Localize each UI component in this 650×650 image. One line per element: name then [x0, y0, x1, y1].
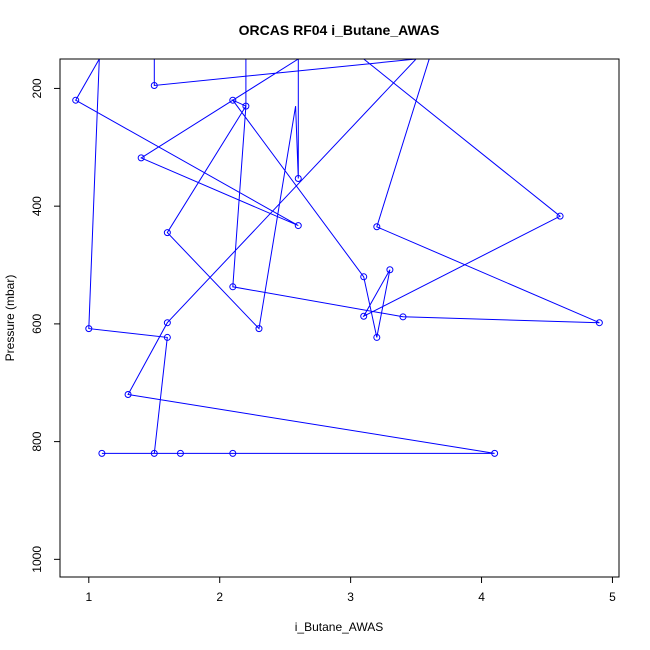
- x-axis-label: i_Butane_AWAS: [295, 620, 384, 634]
- plot-frame: [59, 58, 620, 578]
- data-point: [386, 266, 394, 274]
- data-point: [229, 96, 237, 104]
- x-tick-label: 5: [609, 590, 616, 604]
- data-point: [373, 223, 381, 231]
- data-point: [163, 229, 171, 237]
- data-point: [163, 333, 171, 341]
- chart-title: ORCAS RF04 i_Butane_AWAS: [239, 22, 440, 38]
- series-line: [75, 59, 600, 454]
- y-tick-label: 800: [30, 431, 44, 451]
- data-point: [399, 313, 407, 321]
- data-point: [255, 325, 263, 333]
- data-point: [360, 273, 368, 281]
- data-point: [124, 391, 132, 399]
- y-tick-label: 1000: [30, 546, 44, 573]
- y-tick-label: 400: [30, 196, 44, 216]
- data-point: [150, 449, 158, 457]
- series-line-group: [75, 59, 600, 454]
- series-markers-group: [72, 81, 603, 457]
- data-point: [98, 449, 106, 457]
- axes: 1 2 3 4 5 200 400 600 800 1000: [30, 78, 616, 604]
- data-point: [491, 449, 499, 457]
- x-tick-label: 2: [216, 590, 223, 604]
- plot-area: [72, 59, 603, 457]
- data-point: [595, 319, 603, 327]
- y-axis-label: Pressure (mbar): [3, 275, 17, 362]
- y-tick-label: 200: [30, 78, 44, 98]
- data-point: [556, 212, 564, 220]
- data-point: [294, 174, 302, 182]
- data-point: [163, 319, 171, 327]
- data-point: [176, 449, 184, 457]
- data-point: [85, 325, 93, 333]
- data-point: [373, 333, 381, 341]
- data-point: [294, 222, 302, 230]
- data-point: [242, 102, 250, 110]
- data-point: [72, 96, 80, 104]
- data-point: [137, 154, 145, 162]
- x-tick-label: 3: [347, 590, 354, 604]
- y-tick-label: 600: [30, 314, 44, 334]
- data-point: [229, 449, 237, 457]
- x-tick-label: 4: [478, 590, 485, 604]
- data-point: [229, 283, 237, 291]
- data-point: [360, 312, 368, 320]
- x-tick-label: 1: [85, 590, 92, 604]
- data-point: [150, 81, 158, 89]
